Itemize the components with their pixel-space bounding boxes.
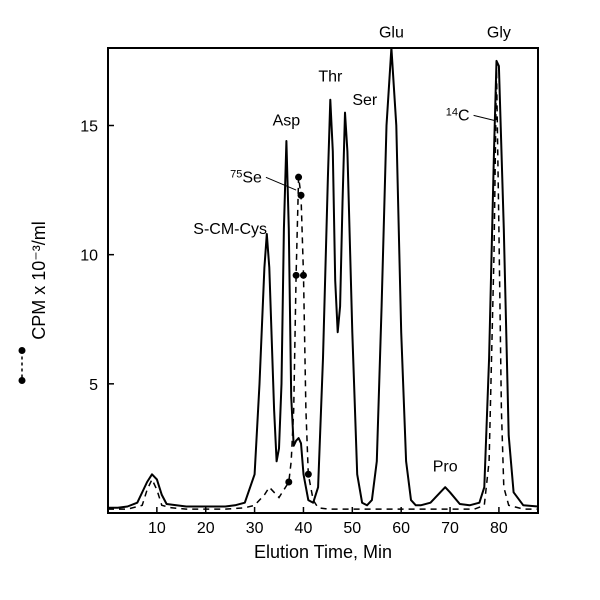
y-tick-label: 10	[80, 248, 98, 265]
radioactivity-curve	[108, 69, 538, 509]
x-tick-label: 60	[392, 520, 410, 537]
leader-line	[474, 115, 494, 120]
peak-label: Glu	[379, 25, 404, 42]
data-marker	[285, 479, 292, 486]
peak-label: Gly	[487, 25, 511, 42]
data-marker	[305, 471, 312, 478]
chromatogram-chart: 10 20 30 40 50 60 70 80 5 10 15 Elution Time, Min CP…	[0, 0, 600, 600]
elution-curve	[108, 48, 538, 508]
leader-line	[266, 177, 296, 190]
x-tick-label: 10	[148, 520, 166, 537]
peak-label: Thr	[318, 69, 343, 86]
x-tick-label: 50	[343, 520, 361, 537]
x-tick-label: 40	[295, 520, 313, 537]
data-marker	[295, 174, 302, 181]
peak-label: Ser	[352, 92, 378, 109]
x-axis-label: Elution Time, Min	[254, 542, 392, 562]
data-marker	[298, 192, 305, 199]
y-tick-label: 5	[89, 377, 98, 394]
y-tick-label: 15	[80, 119, 98, 136]
peak-label: Pro	[433, 459, 458, 476]
peak-label: S-CM-Cys	[193, 221, 267, 238]
chart-svg: 10 20 30 40 50 60 70 80 5 10 15 Elution Time, Min CP…	[0, 0, 600, 600]
data-marker	[300, 272, 307, 279]
x-tick-label: 80	[490, 520, 508, 537]
peak-label: Asp	[273, 113, 301, 130]
data-marker	[293, 272, 300, 279]
isotope-annotation: 14C	[446, 106, 470, 124]
x-tick-label: 70	[441, 520, 459, 537]
x-tick-label: 30	[246, 520, 264, 537]
isotope-annotation: 75Se	[230, 168, 262, 186]
x-tick-label: 20	[197, 520, 215, 537]
y-axis-label: CPM x 10⁻³/ml	[29, 221, 49, 340]
